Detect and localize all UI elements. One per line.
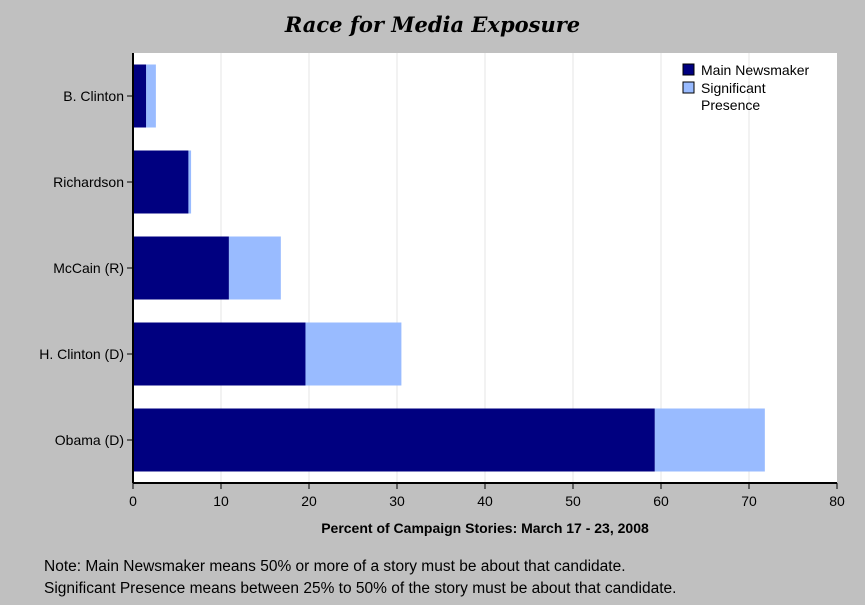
- bar-main-newsmaker: [133, 322, 306, 386]
- x-tick-label: 70: [741, 493, 757, 509]
- bar-main-newsmaker: [133, 236, 229, 300]
- x-tick-label: 80: [829, 493, 845, 509]
- category-label: Obama (D): [55, 432, 124, 448]
- legend-label: Significant: [701, 80, 766, 96]
- category-label: B. Clinton: [63, 88, 124, 104]
- bar-significant-presence: [146, 64, 156, 128]
- legend-label: Presence: [701, 97, 760, 113]
- category-label: H. Clinton (D): [39, 346, 124, 362]
- x-tick-label: 60: [653, 493, 669, 509]
- legend-swatch: [682, 81, 695, 94]
- x-axis-label: Percent of Campaign Stories: March 17 - …: [321, 520, 649, 536]
- chart-title: Race for Media Exposure: [284, 12, 581, 37]
- legend-swatch: [682, 63, 695, 76]
- note-line-2: Significant Presence means between 25% t…: [44, 580, 677, 597]
- bar-main-newsmaker: [133, 64, 147, 128]
- bar-main-newsmaker: [133, 408, 655, 472]
- category-label: Richardson: [53, 174, 124, 190]
- category-label: McCain (R): [53, 260, 124, 276]
- x-tick-label: 20: [301, 493, 317, 509]
- bar-significant-presence: [188, 150, 192, 214]
- bar-chart: 0 10 20 30 40 50 60 70 80 B. Clinton Richardson Mc…: [39, 53, 845, 536]
- bar-significant-presence: [654, 408, 765, 472]
- bar-significant-presence: [305, 322, 402, 386]
- note: Note: Main Newsmaker means 50% or more o…: [44, 556, 864, 600]
- note-line-1: Note: Main Newsmaker means 50% or more o…: [44, 558, 626, 575]
- bar-significant-presence: [228, 236, 281, 300]
- legend-label: Main Newsmaker: [701, 62, 809, 78]
- x-tick-label: 40: [477, 493, 493, 509]
- x-tick-label: 0: [129, 493, 137, 509]
- x-tick-label: 30: [389, 493, 405, 509]
- x-tick-label: 10: [213, 493, 229, 509]
- x-tick-label: 50: [565, 493, 581, 509]
- bar-main-newsmaker: [133, 150, 189, 214]
